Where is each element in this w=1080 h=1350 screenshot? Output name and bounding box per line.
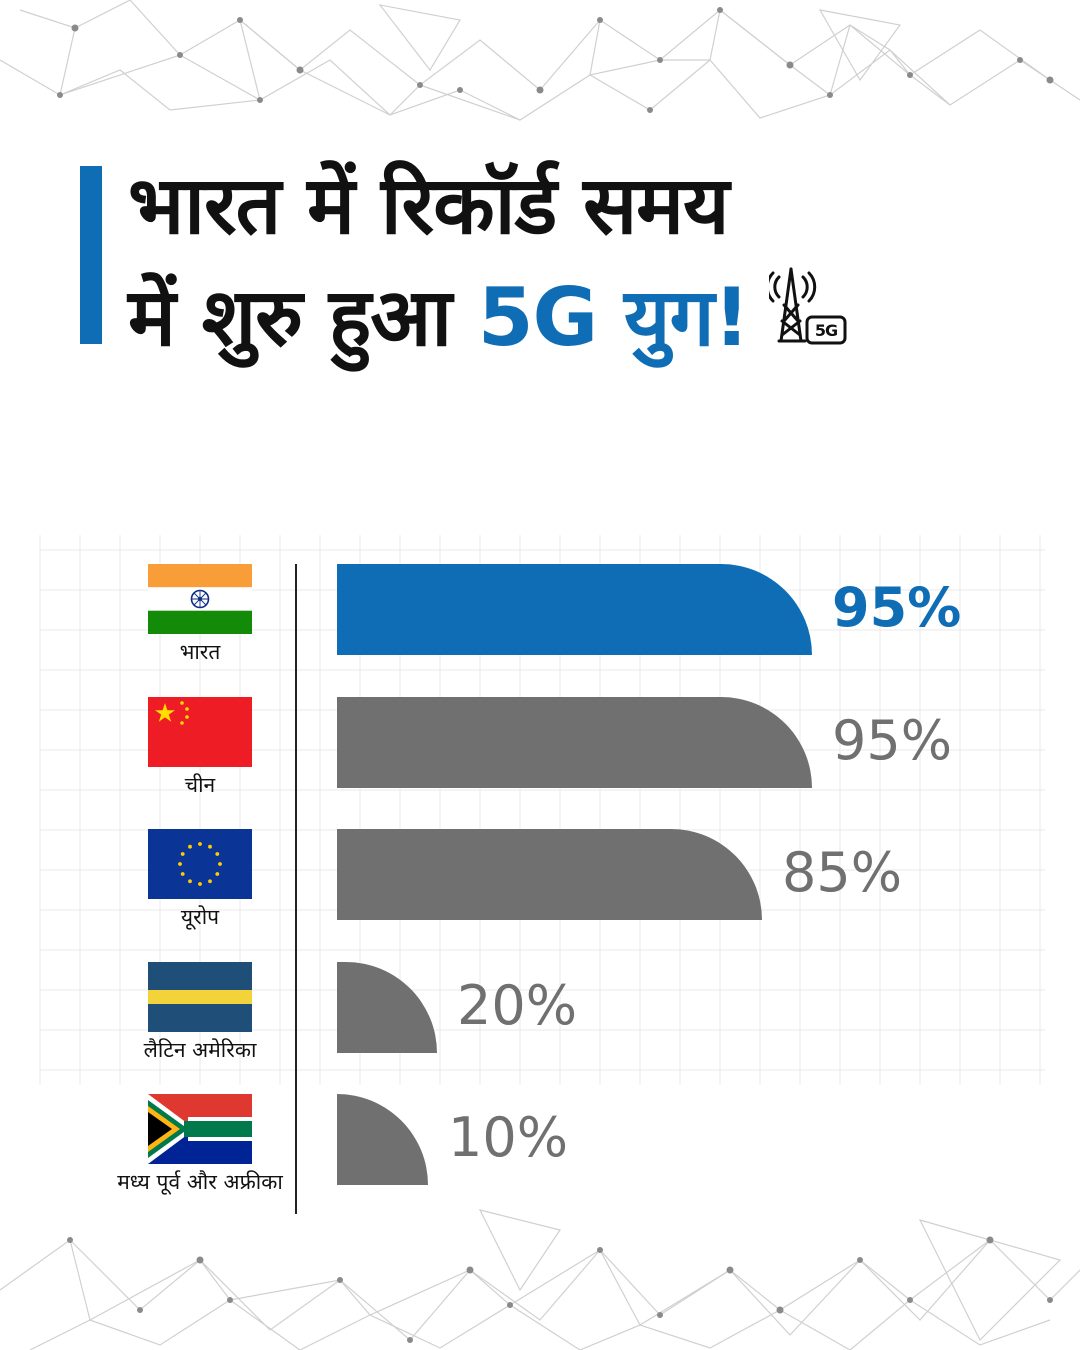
title-line-2-prefix: में शुरु हुआ xyxy=(128,271,478,364)
5g-tower-icon: 5G xyxy=(768,267,847,345)
axis-divider xyxy=(295,564,297,1214)
category-label-china: चीन xyxy=(110,696,290,799)
value-label: 85% xyxy=(782,841,903,904)
title-accent-bar xyxy=(80,166,102,344)
title-line-2: में शुरु हुआ 5G युग! 5G xyxy=(128,262,1028,374)
category-label-latin-america: लैटिन अमेरिका xyxy=(110,961,290,1064)
value-label: 10% xyxy=(448,1106,569,1169)
bar xyxy=(337,696,812,788)
value-label: 95% xyxy=(832,708,953,772)
south-africa-flag-icon xyxy=(148,1094,252,1164)
country-name: मध्य पूर्व और अफ्रीका xyxy=(117,1170,283,1194)
5g-badge-text: 5G xyxy=(815,321,837,340)
page-title: भारत में रिकॉर्ड समय में शुरु हुआ 5G युग… xyxy=(128,150,1028,374)
eu-flag-icon xyxy=(148,829,252,899)
value-label: 95% xyxy=(832,576,962,639)
country-name: लैटिन अमेरिका xyxy=(143,1037,257,1062)
title-accent-text: 5G युग! xyxy=(477,271,750,364)
country-name: यूरोप xyxy=(180,905,220,929)
value-label: 20% xyxy=(457,973,578,1037)
title-line-1: भारत में रिकॉर्ड समय xyxy=(128,159,729,252)
country-name: भारत xyxy=(179,640,221,664)
bar xyxy=(337,1094,428,1185)
category-label-middle-east-africa: मध्य पूर्व और अफ्रीका xyxy=(110,1094,290,1196)
category-label-india: भारत xyxy=(110,564,290,666)
india-flag-icon xyxy=(148,564,252,634)
china-flag-icon xyxy=(148,696,252,767)
chart-area: भारत चीन यूरोप xyxy=(0,530,1080,1250)
bar xyxy=(337,829,762,920)
bar xyxy=(337,564,812,655)
country-name: चीन xyxy=(184,772,216,797)
category-label-europe: यूरोप xyxy=(110,829,290,931)
latin-america-flag-icon xyxy=(148,961,252,1032)
network-pattern-top xyxy=(0,0,1080,121)
